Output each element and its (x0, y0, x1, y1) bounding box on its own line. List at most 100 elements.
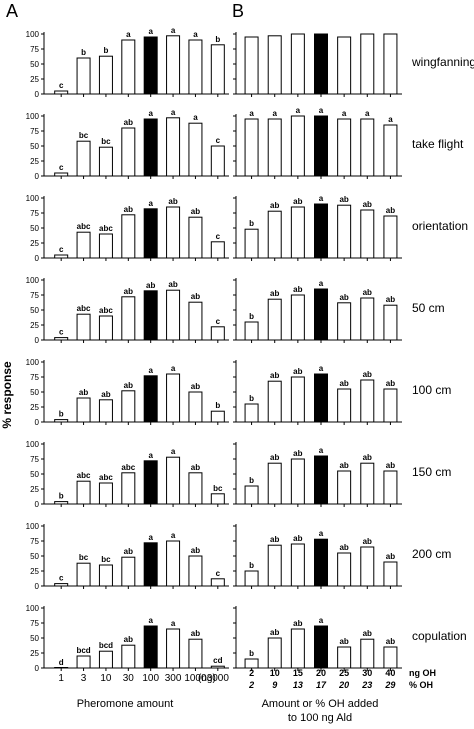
significance-letter: a (148, 109, 153, 118)
bar (143, 290, 158, 341)
row-orientation: b ab ab a ab ab ab orientation (233, 194, 468, 261)
bar (54, 254, 69, 259)
bar (210, 410, 225, 423)
y-tick-label: 100 (26, 358, 40, 367)
y-tick-label: 25 (30, 321, 39, 330)
bar (337, 388, 352, 423)
significance-letter: bc (79, 131, 89, 140)
significance-letter: ab (270, 289, 279, 298)
significance-letter: ab (386, 552, 395, 561)
y-tick-label: 25 (30, 649, 39, 658)
bar (210, 578, 225, 587)
significance-letter: a (249, 109, 254, 118)
row-take-flight: a a a a a a a take flight (233, 106, 464, 179)
bar (210, 665, 225, 669)
significance-letter: ab (339, 195, 348, 204)
bar (337, 204, 352, 259)
x-tick-label: 100 (142, 673, 159, 684)
x-tick-label: 3000 (207, 673, 230, 684)
bar (76, 480, 91, 505)
significance-letter: ab (386, 295, 395, 304)
ng-oh-label: ng OH (409, 668, 436, 678)
row-label: wingfanning (411, 55, 474, 69)
bar (188, 555, 203, 587)
row-label: 200 cm (412, 547, 451, 561)
y-tick-label: 0 (35, 336, 40, 345)
significance-letter: a (319, 106, 324, 115)
bar (337, 118, 352, 177)
row-wingfanning: 0 25 50 75 100 c b b a a a a b (26, 26, 229, 99)
bar (267, 118, 282, 177)
bar (143, 460, 158, 505)
bar (188, 391, 203, 423)
row-label: copulation (412, 629, 467, 643)
y-axis-label: % response (0, 361, 14, 429)
bar (98, 55, 113, 95)
significance-letter: a (319, 529, 324, 538)
x-tick-label-ng-oh: 20 (316, 668, 326, 678)
significance-letter: b (249, 476, 254, 485)
bar (121, 296, 136, 341)
significance-letter: c (59, 81, 64, 90)
y-tick-label: 100 (26, 440, 40, 449)
significance-letter: abc (99, 224, 113, 233)
bar (360, 297, 375, 341)
significance-letter: ab (124, 287, 133, 296)
bar (166, 289, 181, 341)
y-tick-label: 75 (30, 373, 39, 382)
significance-letter: c (59, 328, 64, 337)
bar (76, 57, 91, 95)
bar (98, 564, 113, 587)
bar (121, 214, 136, 259)
significance-letter: ab (293, 367, 302, 376)
significance-letter: b (249, 219, 254, 228)
significance-letter: a (296, 106, 301, 115)
y-tick-label: 50 (30, 552, 39, 561)
significance-letter: ab (363, 629, 372, 638)
bar (188, 301, 203, 341)
significance-letter: ab (363, 288, 372, 297)
pct-oh-label: % OH (409, 680, 433, 690)
panel-b-x-label-line2: to 100 ng Ald (288, 712, 352, 724)
significance-letter: ab (79, 388, 88, 397)
y-tick-label: 25 (30, 239, 39, 248)
bar (267, 544, 282, 587)
bar (383, 388, 398, 423)
bar (98, 399, 113, 423)
y-tick-label: 50 (30, 224, 39, 233)
significance-letter: ab (124, 118, 133, 127)
y-tick-label: 100 (26, 522, 40, 531)
bar (290, 206, 305, 259)
x-tick-label: 300 (165, 673, 182, 684)
y-tick-label: 100 (26, 276, 40, 285)
panel-a-x-label: Pheromone amount (77, 698, 174, 710)
significance-letter: a (171, 531, 176, 540)
significance-letter: b (59, 492, 64, 501)
significance-letter: d (59, 658, 64, 667)
significance-letter: a (319, 194, 324, 203)
y-tick-label: 100 (26, 604, 40, 613)
significance-letter: a (171, 447, 176, 456)
y-tick-label: 75 (30, 455, 39, 464)
bar (383, 33, 398, 95)
significance-letter: ab (124, 381, 133, 390)
significance-letter: b (59, 410, 64, 419)
x-tick-label-pct-oh: 9 (272, 680, 277, 690)
bar (98, 315, 113, 341)
x-tick-label: 3 (81, 673, 87, 684)
bar (244, 403, 259, 423)
bar (314, 115, 328, 177)
bar (267, 35, 282, 95)
significance-letter: a (148, 533, 153, 542)
significance-letter: abc (77, 222, 91, 231)
bar (383, 646, 398, 669)
bar (244, 118, 259, 177)
bar (121, 39, 136, 95)
y-tick-label: 50 (30, 306, 39, 315)
significance-letter: ab (101, 390, 110, 399)
row-200-cm: b ab ab a ab ab ab 200 cm (233, 524, 451, 589)
bar (210, 493, 225, 505)
